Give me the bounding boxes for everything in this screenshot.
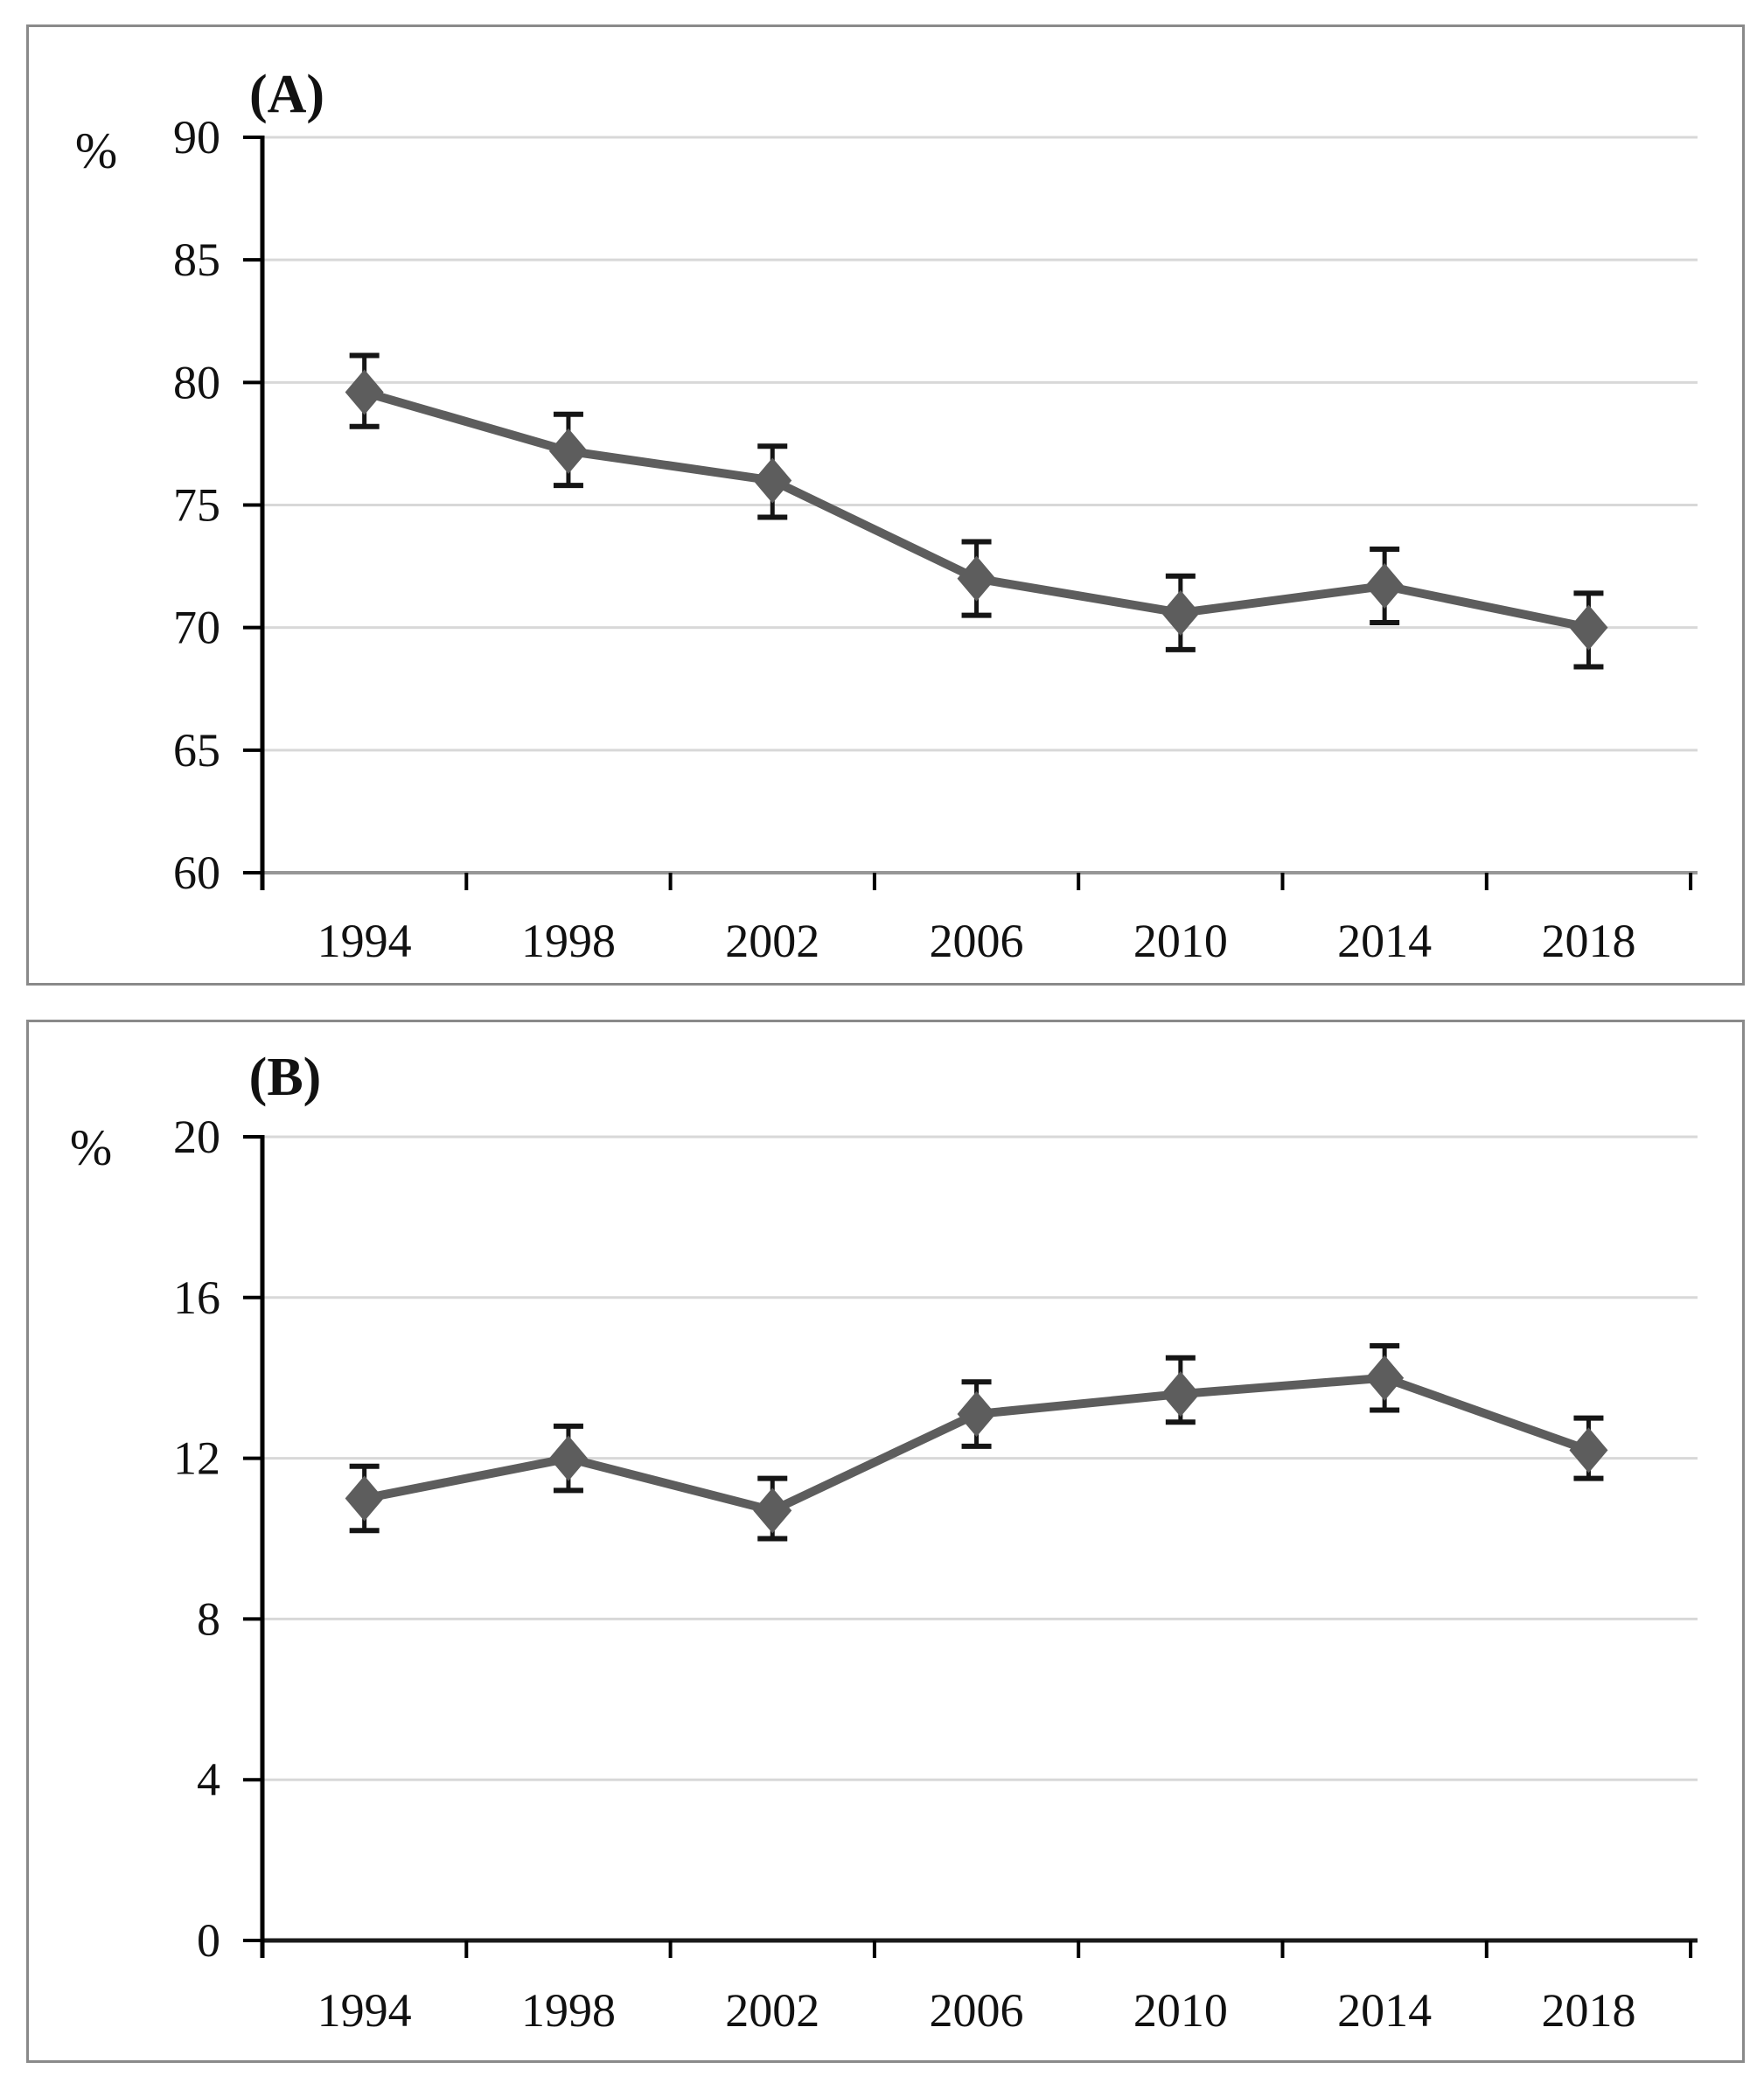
data-point-marker — [1569, 1427, 1608, 1473]
panel-B — [26, 1020, 1745, 2063]
y-tick-label: 70 — [173, 602, 220, 654]
x-tick-label: 2002 — [725, 915, 819, 967]
y-tick-label: 80 — [173, 356, 220, 408]
data-point-marker — [957, 555, 996, 602]
y-tick-label: 60 — [173, 846, 220, 899]
x-tick-label: 2002 — [725, 1984, 819, 2037]
data-point-marker — [345, 1475, 384, 1522]
y-tick-label: 4 — [197, 1753, 220, 1806]
data-point-marker — [1365, 563, 1405, 610]
data-point-marker — [753, 1487, 792, 1534]
x-tick-label: 2006 — [930, 1984, 1024, 2037]
y-tick-label: 20 — [173, 1111, 220, 1163]
x-tick-label: 1998 — [521, 915, 616, 967]
x-tick-label: 1994 — [317, 1984, 412, 2037]
x-tick-label: 2014 — [1337, 915, 1432, 967]
data-point-marker — [1161, 589, 1200, 636]
data-point-marker — [753, 457, 792, 504]
y-axis-unit-label: % — [70, 1119, 112, 1176]
x-tick-label: 1994 — [317, 915, 412, 967]
x-tick-label: 2014 — [1337, 1984, 1432, 2037]
chart-A: 90 85 80 75 70 65 60 1994 1998 2002 2006 2010 2014 20… — [75, 65, 1698, 967]
y-tick-label: 16 — [173, 1271, 220, 1324]
data-point-marker — [1161, 1371, 1200, 1418]
y-tick-label: 0 — [197, 1914, 220, 1967]
chart-B: 20 16 12 8 4 0 1994 1998 2002 2006 2010 2014 2018% (B… — [70, 1048, 1698, 2037]
y-tick-label: 12 — [173, 1432, 220, 1485]
data-point-marker — [957, 1391, 996, 1438]
data-point-marker — [548, 428, 588, 474]
y-tick-label: 85 — [173, 233, 220, 286]
x-tick-label: 2010 — [1133, 915, 1228, 967]
x-tick-label: 2018 — [1541, 915, 1635, 967]
y-axis-unit-label: % — [75, 122, 117, 179]
x-tick-label: 1998 — [521, 1984, 616, 2037]
y-tick-label: 8 — [197, 1592, 220, 1645]
y-tick-label: 90 — [173, 111, 220, 164]
x-tick-label: 2018 — [1541, 1984, 1635, 2037]
x-tick-label: 2010 — [1133, 1984, 1228, 2037]
data-point-marker — [345, 369, 384, 415]
data-point-marker — [1569, 604, 1608, 651]
panel-title: (A) — [249, 65, 324, 124]
panel-title: (B) — [249, 1048, 322, 1107]
data-point-marker — [1365, 1355, 1405, 1401]
y-tick-label: 65 — [173, 724, 220, 777]
data-point-marker — [548, 1435, 588, 1481]
y-tick-label: 75 — [173, 479, 220, 532]
x-tick-label: 2006 — [930, 915, 1024, 967]
